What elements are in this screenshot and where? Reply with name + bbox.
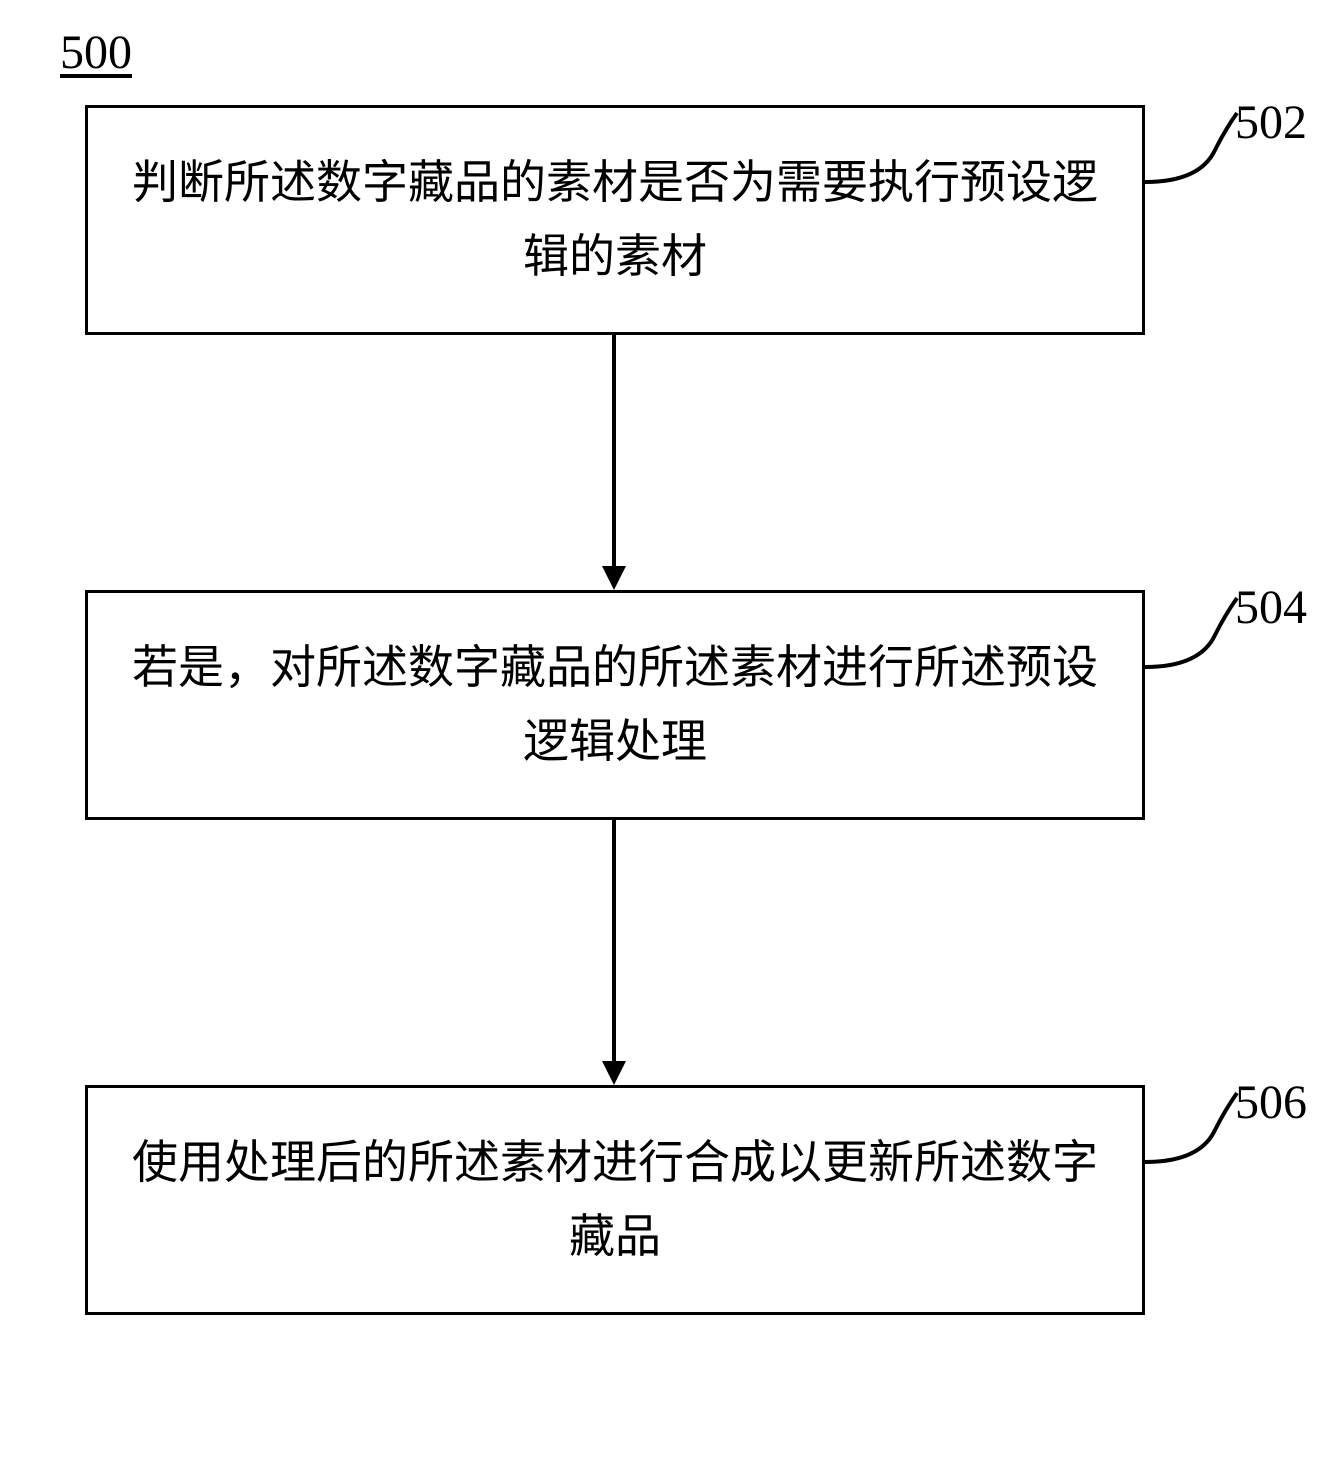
flowchart-step-label: 502	[1235, 95, 1307, 150]
callout-curve	[1145, 595, 1240, 670]
flowchart-arrow-head	[602, 566, 626, 590]
flowchart-arrow-line	[612, 335, 616, 566]
callout-curve	[1145, 110, 1240, 185]
flowchart-step-label: 506	[1235, 1075, 1307, 1130]
flowchart-arrow-head	[602, 1061, 626, 1085]
flowchart-step-box: 判断所述数字藏品的素材是否为需要执行预设逻辑的素材	[85, 105, 1145, 335]
flowchart-arrow-line	[612, 820, 616, 1061]
figure-number: 500	[60, 25, 132, 80]
flowchart-step-text: 判断所述数字藏品的素材是否为需要执行预设逻辑的素材	[128, 146, 1102, 293]
flowchart-step-text: 若是，对所述数字藏品的所述素材进行所述预设逻辑处理	[128, 631, 1102, 778]
flowchart-step-text: 使用处理后的所述素材进行合成以更新所述数字藏品	[128, 1126, 1102, 1273]
callout-curve	[1145, 1090, 1240, 1165]
flowchart-step-box: 若是，对所述数字藏品的所述素材进行所述预设逻辑处理	[85, 590, 1145, 820]
flowchart-step-box: 使用处理后的所述素材进行合成以更新所述数字藏品	[85, 1085, 1145, 1315]
flowchart-step-label: 504	[1235, 580, 1307, 635]
